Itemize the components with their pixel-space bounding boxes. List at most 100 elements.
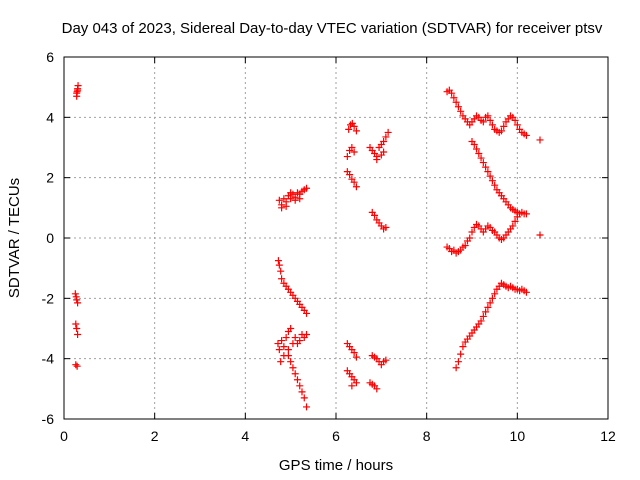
data-point [454,103,462,111]
data-point [296,337,304,345]
axis-ticks [63,56,609,420]
data-point [277,358,285,366]
data-point [74,331,82,339]
data-point [380,137,388,145]
data-point [486,172,494,180]
data-point [352,353,360,361]
data-point [509,222,517,230]
data-point [457,350,465,358]
data-point [74,86,82,94]
data-point [488,177,496,185]
data-point [522,288,530,296]
data-point [284,352,292,360]
data-point [284,346,292,354]
data-point [371,211,379,219]
data-point [298,388,306,396]
data-point [450,94,458,102]
data-point [350,178,358,186]
data-point [484,112,492,120]
data-point [513,208,521,216]
data-point [73,296,81,304]
x-tick-label: 4 [241,428,249,444]
y-tick-label: -4 [42,351,55,367]
data-point [291,196,299,204]
data-point [275,261,283,269]
data-point [466,234,474,242]
data-point [343,153,351,161]
data-point [382,223,390,231]
data-point [470,140,478,148]
y-tick-label: 4 [46,109,54,125]
data-point [477,317,485,325]
y-tick-label: -6 [42,411,55,427]
data-point [72,361,80,369]
data-point [382,133,390,141]
data-point [282,202,290,210]
data-point [468,228,476,236]
data-point [488,294,496,302]
data-point [303,331,311,339]
data-point [348,382,356,390]
data-point [482,163,490,171]
data-point [293,376,301,384]
data-point [486,116,494,124]
data-point [287,195,295,203]
data-point [536,136,544,144]
data-point [475,150,483,158]
data-point [382,356,390,364]
data-point [452,98,460,106]
data-point [491,181,499,189]
data-point [278,275,286,283]
data-point [522,131,530,139]
x-tick-label: 10 [510,428,526,444]
data-point [289,364,297,372]
data-point [380,148,388,156]
data-point [491,290,499,298]
data-point [482,308,490,316]
data-point [459,343,467,351]
data-point [282,334,290,342]
data-point [486,299,494,307]
data-point [461,242,469,250]
data-point [303,184,311,192]
data-point [345,125,353,133]
data-point [511,217,519,225]
data-point [287,358,295,366]
data-point [278,204,286,212]
data-point [350,148,358,156]
data-point [275,346,283,354]
data-point [291,334,299,342]
data-point [384,128,392,136]
data-point [452,364,460,372]
y-axis-label: SDTVAR / TECUs [6,178,23,298]
data-point [74,299,82,307]
data-point [303,309,311,317]
data-point [73,362,81,370]
x-tick-label: 2 [151,428,159,444]
data-point [479,118,487,126]
data-point [513,121,521,129]
y-tick-label: 0 [46,230,54,246]
data-point [484,168,492,176]
data-point [280,343,288,351]
data-point [500,122,508,130]
y-tick-label: 2 [46,170,54,186]
x-axis-label: GPS time / hours [279,457,393,474]
data-point [300,394,308,402]
data-point [275,196,283,204]
data-point [278,337,286,345]
data-point [274,257,282,265]
y-tick-label: 6 [46,49,54,65]
data-point [536,231,544,239]
data-point [522,210,530,218]
data-point [484,303,492,311]
x-tick-label: 0 [60,428,68,444]
data-point [72,320,80,328]
data-point [511,116,519,124]
data-point [73,89,81,97]
data-point [296,195,304,203]
data-point [71,290,79,298]
data-point [296,382,304,390]
data-point [287,189,295,197]
